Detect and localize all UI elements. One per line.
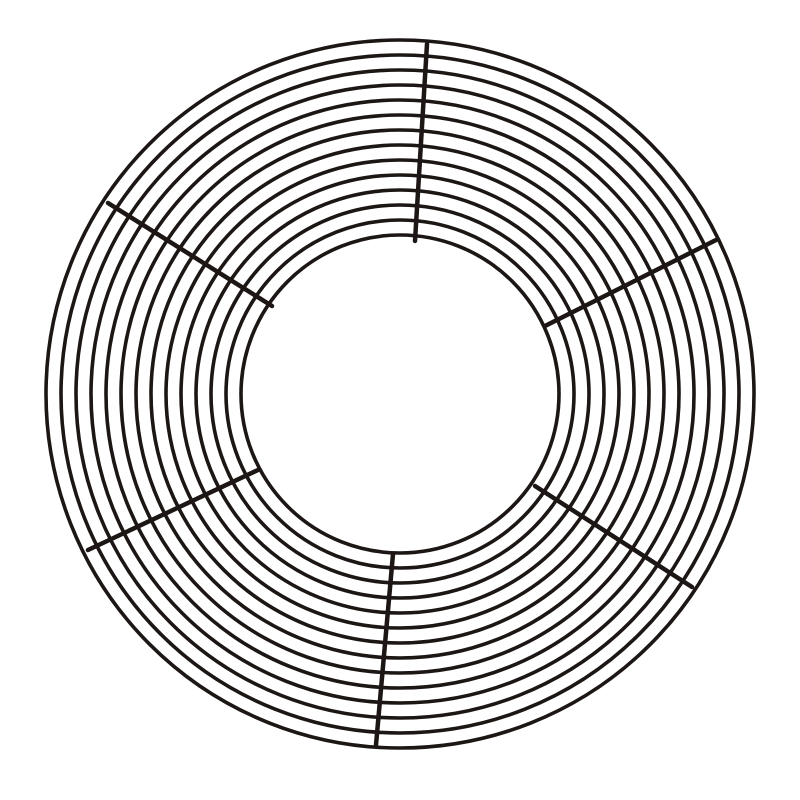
ring [224, 218, 576, 570]
ring [59, 53, 741, 735]
spokes [85, 41, 719, 748]
spoke [532, 483, 695, 590]
ring [89, 83, 711, 705]
ring [164, 158, 636, 630]
ring [74, 68, 726, 720]
ring [44, 38, 756, 750]
spoke [542, 237, 719, 329]
spoke [412, 41, 430, 244]
ring [149, 143, 651, 645]
ring [179, 173, 621, 615]
spoke [85, 467, 261, 553]
ring [209, 203, 591, 585]
rings [44, 38, 756, 750]
spoke [105, 200, 275, 309]
ring [194, 188, 606, 600]
ring [119, 113, 681, 675]
spoke [373, 551, 396, 748]
ring [104, 98, 696, 690]
ring [134, 128, 666, 660]
ring [239, 233, 561, 555]
